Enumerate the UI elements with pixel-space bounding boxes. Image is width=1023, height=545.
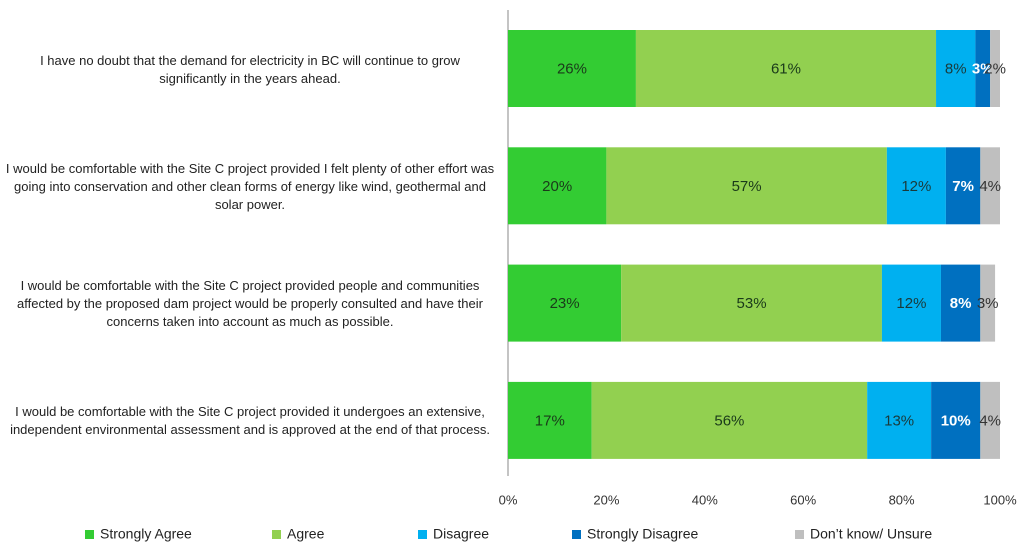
legend-swatch [795,530,804,539]
data-label: 13% [884,412,914,429]
category-label: I would be comfortable with the Site C p… [5,160,495,212]
bar-segment [867,381,932,459]
data-label: 53% [737,295,767,312]
data-label: 26% [557,60,587,77]
data-label: 23% [550,295,580,312]
x-tick-label: 100% [983,492,1017,507]
bar-segment [980,381,1000,459]
data-label: 10% [941,412,971,429]
legend-swatch [85,530,94,539]
bar-segment [508,147,607,225]
legend-label: Agree [287,526,325,542]
bar-segment [886,147,946,225]
bar-segment [945,147,981,225]
x-tick-label: 20% [593,492,619,507]
legend-swatch [572,530,581,539]
legend-label: Disagree [433,526,489,542]
data-label: 8% [945,60,967,77]
legend-swatch [418,530,427,539]
data-label: 57% [732,178,762,195]
bar-segment [508,381,592,459]
data-label: 3% [972,60,994,77]
bar-segment [635,30,937,107]
x-tick-label: 60% [790,492,816,507]
legend-swatch [272,530,281,539]
data-label: 61% [771,60,801,77]
bar-segment [621,264,882,342]
category-label: I have no doubt that the demand for elec… [40,52,460,86]
bar-segment [591,381,868,459]
data-label: 2% [984,60,1006,77]
bar-segment [975,30,991,107]
data-label: 4% [979,178,1001,195]
data-label: 4% [979,412,1001,429]
data-label: 3% [977,295,999,312]
bar-segment [940,264,981,342]
data-label: 12% [901,178,931,195]
data-label: 8% [950,295,972,312]
bar-segment [936,30,976,107]
data-label: 12% [896,295,926,312]
legend-label: Strongly Disagree [587,526,698,542]
bar-segment [980,147,1000,225]
data-label: 17% [535,412,565,429]
x-tick-label: 80% [889,492,915,507]
legend-label: Strongly Agree [100,526,192,542]
category-label: I would be comfortable with the Site C p… [10,404,490,438]
data-label: 56% [714,412,744,429]
bar-segment [980,264,996,342]
bar-segment [606,147,887,225]
category-label: I would be comfortable with the Site C p… [17,278,483,330]
bar-segment [508,30,636,107]
bar-segment [931,381,981,459]
data-label: 7% [952,178,974,195]
legend-label: Don’t know/ Unsure [810,526,932,542]
data-label: 20% [542,178,572,195]
bar-segment [508,264,622,342]
bar-segment [881,264,941,342]
x-tick-label: 40% [692,492,718,507]
bar-segment [990,30,1000,107]
x-tick-label: 0% [499,492,518,507]
